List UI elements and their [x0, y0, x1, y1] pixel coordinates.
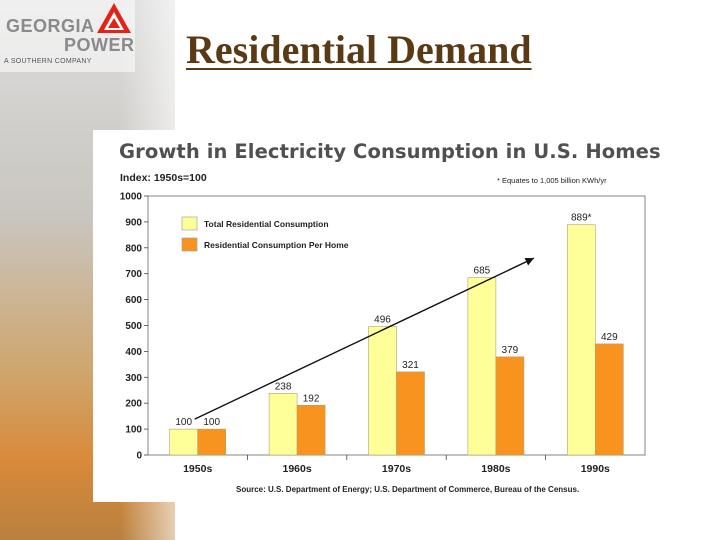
- data-label: 100: [175, 417, 192, 428]
- x-category-label: 1970s: [382, 463, 411, 475]
- data-label: 192: [303, 393, 320, 404]
- bar-total-residential: [467, 277, 497, 456]
- bar-total-residential: [368, 326, 397, 456]
- data-label: 496: [374, 315, 391, 326]
- x-category-label: 1960s: [282, 463, 311, 475]
- logo-georgia-text: GEORGIA: [6, 16, 95, 36]
- y-tick-label: 500: [125, 321, 142, 332]
- logo-power-text: POWER: [64, 35, 135, 55]
- x-category-label: 1980s: [481, 463, 510, 475]
- bar-per-home: [495, 356, 525, 456]
- y-axis-index-label: Index: 1950s=100: [120, 172, 207, 184]
- y-tick-label: 0: [136, 451, 142, 462]
- bar-total-residential: [566, 224, 596, 456]
- equates-footnote: * Equates to 1,005 billion KWh/yr: [497, 176, 607, 185]
- y-tick-label: 600: [125, 295, 142, 306]
- data-label: 379: [502, 345, 519, 356]
- y-tick-label: 1000: [120, 192, 143, 203]
- data-label: 889*: [571, 213, 592, 224]
- y-tick-label: 900: [125, 217, 142, 228]
- y-tick-label: 400: [125, 347, 142, 358]
- bar-per-home: [296, 404, 326, 456]
- chart-title: Growth in Electricity Consumption in U.S…: [119, 140, 661, 163]
- y-tick-label: 100: [125, 425, 142, 436]
- trend-arrow: [194, 257, 535, 420]
- y-tick-label: 200: [125, 399, 142, 410]
- data-label: 685: [474, 266, 491, 277]
- y-tick-label: 800: [125, 243, 142, 254]
- bar-total-residential: [169, 428, 198, 456]
- x-category-label: 1950s: [183, 463, 212, 475]
- bar-per-home: [594, 343, 624, 456]
- data-label: 429: [601, 332, 618, 343]
- y-tick-label: 300: [125, 373, 142, 384]
- source-note: Source: U.S. Department of Energy; U.S. …: [236, 485, 580, 494]
- logo-triangle-icon: [97, 3, 131, 33]
- y-tick-label: 700: [125, 269, 142, 280]
- data-label: 100: [203, 417, 220, 428]
- logo-tagline: A SOUTHERN COMPANY: [4, 58, 92, 65]
- legend-label: Total Residential Consumption: [204, 219, 329, 229]
- slide-title: Residential Demand: [186, 27, 532, 72]
- x-category-label: 1990s: [581, 463, 610, 475]
- legend-swatch: [181, 237, 198, 252]
- bar-total-residential: [268, 393, 298, 456]
- legend-label: Residential Consumption Per Home: [204, 240, 349, 250]
- bar-per-home: [396, 371, 425, 456]
- legend-swatch: [181, 216, 198, 231]
- data-label: 238: [275, 381, 292, 392]
- data-label: 321: [402, 360, 419, 371]
- georgia-power-logo: GEORGIA POWER A SOUTHERN COMPANY: [0, 0, 135, 72]
- bar-per-home: [197, 428, 226, 456]
